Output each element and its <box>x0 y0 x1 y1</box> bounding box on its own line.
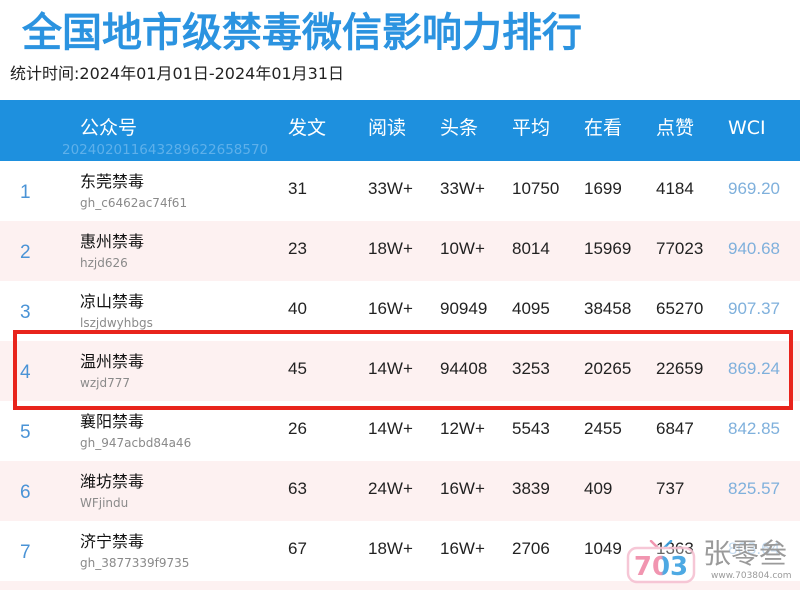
wci-score: 940.68 <box>728 239 780 258</box>
wci-score: 842.85 <box>728 419 780 438</box>
rank-number: 7 <box>20 542 31 563</box>
table-row: 6 潍坊禁毒 WFjindu 63 24W+ 16W+ 3839 409 737… <box>0 461 800 521</box>
top-reads-count: 16W+ <box>440 539 485 558</box>
posts-count: 45 <box>288 359 307 378</box>
watching-count: 1699 <box>584 179 622 198</box>
average-reads: 5543 <box>512 419 550 438</box>
reads-count: 14W+ <box>368 359 413 378</box>
top-reads-count: 16W+ <box>440 479 485 498</box>
average-reads: 2706 <box>512 539 550 558</box>
table-row-partial <box>0 581 800 590</box>
watching-count: 409 <box>584 479 613 498</box>
table-row: 4 温州禁毒 wzjd777 45 14W+ 94408 3253 20265 … <box>0 330 800 410</box>
header-wci: WCI <box>728 117 766 139</box>
header-top-reads: 头条 <box>440 117 479 139</box>
table-row: 3 凉山禁毒 lszjdwyhbgs 40 16W+ 90949 4095 38… <box>0 281 800 341</box>
account-name[interactable]: 温州禁毒 <box>80 352 145 371</box>
header-watching: 在看 <box>584 117 623 139</box>
reads-count: 16W+ <box>368 299 413 318</box>
watching-count: 15969 <box>584 239 632 258</box>
account-id: lszjdwyhbgs <box>80 316 153 330</box>
account-id: gh_c6462ac74f61 <box>80 196 188 210</box>
likes-count: 22659 <box>656 359 704 378</box>
average-reads: 8014 <box>512 239 550 258</box>
likes-count: 65270 <box>656 299 704 318</box>
account-id: hzjd626 <box>80 256 128 270</box>
account-name[interactable]: 潍坊禁毒 <box>80 472 145 491</box>
top-reads-count: 33W+ <box>440 179 485 198</box>
account-id: wzjd777 <box>80 376 130 390</box>
average-reads: 3839 <box>512 479 550 498</box>
reads-count: 33W+ <box>368 179 413 198</box>
posts-count: 67 <box>288 539 307 558</box>
header-reads: 阅读 <box>368 117 407 139</box>
posts-count: 23 <box>288 239 307 258</box>
date-range: 统计时间:2024年01月01日-2024年01月31日 <box>10 64 345 83</box>
likes-count: 1363 <box>656 539 694 558</box>
rank-number: 1 <box>20 182 31 203</box>
posts-count: 26 <box>288 419 307 438</box>
watching-count: 38458 <box>584 299 632 318</box>
likes-count: 77023 <box>656 239 704 258</box>
table-row: 5 襄阳禁毒 gh_947acbd84a46 26 14W+ 12W+ 5543… <box>0 401 800 461</box>
watching-count: 20265 <box>584 359 632 378</box>
top-reads-count: 12W+ <box>440 419 485 438</box>
header-account: 公众号 <box>80 117 138 139</box>
rank-number: 6 <box>20 482 31 503</box>
rank-number: 3 <box>20 302 31 323</box>
rank-number: 5 <box>20 422 31 443</box>
account-name[interactable]: 东莞禁毒 <box>80 172 145 191</box>
account-name[interactable]: 凉山禁毒 <box>80 292 145 311</box>
account-name[interactable]: 济宁禁毒 <box>80 532 145 551</box>
reads-count: 24W+ <box>368 479 413 498</box>
likes-count: 737 <box>656 479 685 498</box>
account-id: gh_3877339f9735 <box>80 556 190 570</box>
table-row: 2 惠州禁毒 hzjd626 23 18W+ 10W+ 8014 15969 7… <box>0 221 800 281</box>
table-row: 7 济宁禁毒 gh_3877339f9735 67 18W+ 16W+ 2706… <box>0 521 800 581</box>
posts-count: 40 <box>288 299 307 318</box>
reads-count: 18W+ <box>368 539 413 558</box>
rank-number: 2 <box>20 242 31 263</box>
wci-score: 825.57 <box>728 479 780 498</box>
table-body: 1 东莞禁毒 gh_c6462ac74f61 31 33W+ 33W+ 1075… <box>0 161 800 581</box>
header-posts: 发文 <box>288 117 327 139</box>
page-title: 全国地市级禁毒微信影响力排行 <box>22 10 582 56</box>
wci-score: 907.37 <box>728 299 780 318</box>
header-likes: 点赞 <box>656 117 695 139</box>
top-reads-count: 94408 <box>440 359 488 378</box>
wci-score: 803.64 <box>728 539 780 558</box>
reads-count: 14W+ <box>368 419 413 438</box>
header-average: 平均 <box>512 117 551 139</box>
average-reads: 10750 <box>512 179 560 198</box>
header-id: 202402011643289622658570 <box>62 142 269 158</box>
watching-count: 1049 <box>584 539 622 558</box>
likes-count: 4184 <box>656 179 694 198</box>
account-name[interactable]: 襄阳禁毒 <box>80 412 145 431</box>
reads-count: 18W+ <box>368 239 413 258</box>
table-header: 公众号 202402011643289622658570 发文 阅读 头条 平均… <box>0 100 800 161</box>
wci-score: 869.24 <box>728 359 780 378</box>
top-reads-count: 90949 <box>440 299 488 318</box>
table-row: 1 东莞禁毒 gh_c6462ac74f61 31 33W+ 33W+ 1075… <box>0 161 800 221</box>
average-reads: 3253 <box>512 359 550 378</box>
wci-score: 969.20 <box>728 179 780 198</box>
posts-count: 63 <box>288 479 307 498</box>
likes-count: 6847 <box>656 419 694 438</box>
top-reads-count: 10W+ <box>440 239 485 258</box>
account-id: gh_947acbd84a46 <box>80 436 192 450</box>
account-name[interactable]: 惠州禁毒 <box>80 232 145 251</box>
average-reads: 4095 <box>512 299 550 318</box>
watching-count: 2455 <box>584 419 622 438</box>
rank-number: 4 <box>20 362 31 383</box>
account-id: WFjindu <box>80 496 129 510</box>
posts-count: 31 <box>288 179 307 198</box>
